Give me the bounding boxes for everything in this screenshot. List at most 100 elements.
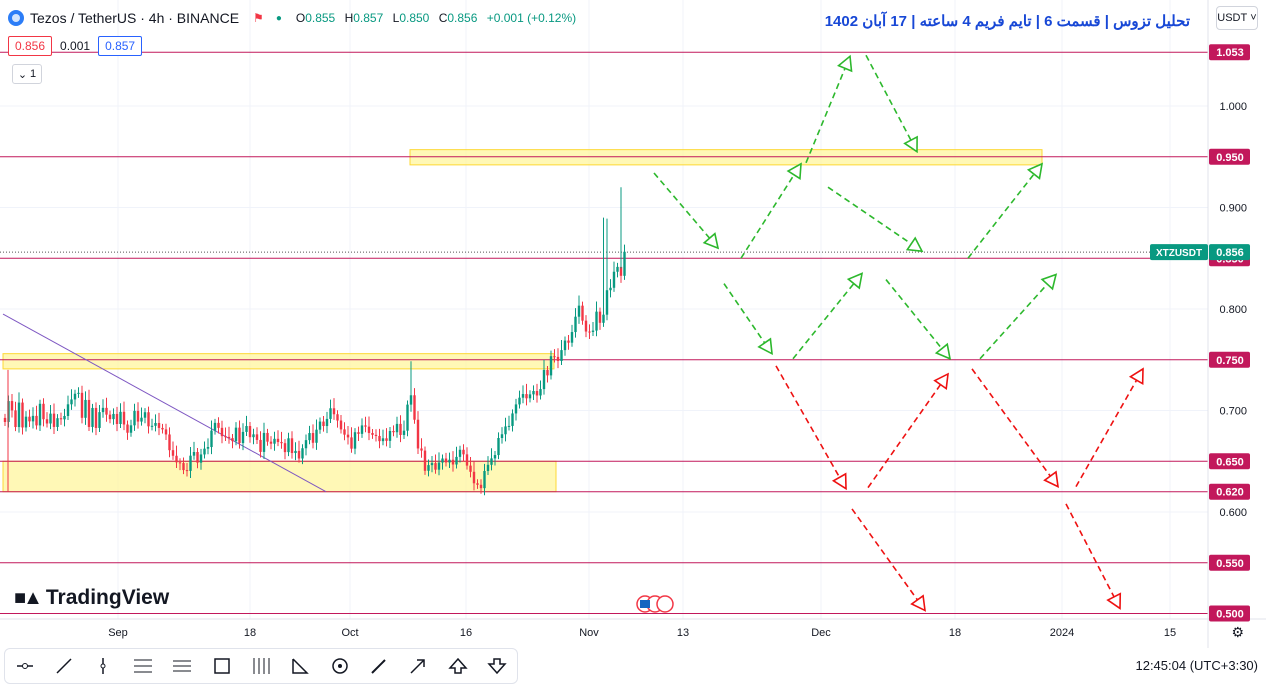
candle-body bbox=[94, 407, 98, 428]
candle-body bbox=[192, 452, 196, 456]
candle-body bbox=[241, 431, 245, 444]
candle-body bbox=[497, 438, 500, 456]
candle-body bbox=[31, 415, 35, 422]
flag-icon[interactable]: ⚑ bbox=[253, 11, 264, 25]
chevron-down-icon: ⌄ bbox=[17, 68, 28, 81]
arrow-icon[interactable] bbox=[405, 653, 431, 679]
candle-body bbox=[378, 435, 381, 442]
vertical-line-icon[interactable] bbox=[90, 653, 116, 679]
candle-body bbox=[59, 418, 63, 420]
candle-body bbox=[87, 399, 91, 427]
symbol-title[interactable]: Tezos / TetherUS · 4h · BINANCE bbox=[30, 10, 240, 26]
candle-body bbox=[259, 439, 262, 452]
candle-body bbox=[483, 470, 486, 489]
candle-body bbox=[619, 266, 623, 276]
candle-body bbox=[353, 432, 357, 449]
candle-body bbox=[252, 434, 255, 438]
candle-body bbox=[182, 463, 185, 471]
bullish-arrow-head bbox=[934, 342, 952, 361]
candle-body bbox=[308, 433, 311, 441]
candle-body bbox=[567, 340, 570, 343]
level-label: 1.053 bbox=[1216, 47, 1244, 59]
candle-body bbox=[150, 425, 154, 427]
candle-body bbox=[427, 465, 430, 471]
x-tick-label: Nov bbox=[579, 627, 599, 639]
candle-body bbox=[357, 432, 360, 434]
candle-body bbox=[465, 454, 469, 466]
bullish-arrow bbox=[979, 273, 1057, 360]
candle-body bbox=[504, 426, 507, 435]
bullish-arrow-head bbox=[702, 232, 720, 250]
candle-body bbox=[28, 416, 31, 422]
candle-body bbox=[157, 422, 161, 428]
candle-body bbox=[80, 392, 84, 418]
candle-body bbox=[49, 413, 52, 424]
candle-body bbox=[360, 425, 364, 434]
candle-body bbox=[38, 403, 42, 426]
long-position-icon[interactable] bbox=[248, 653, 274, 679]
x-tick-label: Sep bbox=[108, 627, 128, 639]
pattern-icon[interactable] bbox=[287, 653, 313, 679]
candle-body bbox=[10, 401, 14, 411]
settings-gear-icon[interactable]: ⚙ bbox=[1231, 624, 1244, 640]
candle-body bbox=[339, 420, 343, 430]
candle-body bbox=[185, 470, 189, 472]
bearish-arrow-head bbox=[1043, 470, 1059, 488]
candle-body bbox=[3, 417, 7, 422]
candle-body bbox=[521, 394, 525, 398]
candle-body bbox=[444, 458, 448, 463]
parallel-channel-icon[interactable] bbox=[169, 653, 195, 679]
candle-body bbox=[350, 437, 353, 449]
tradingview-logo[interactable]: ■▲ TradingView bbox=[14, 586, 170, 609]
candle-body bbox=[336, 414, 339, 421]
high-value: 0.857 bbox=[353, 11, 384, 25]
candle-body bbox=[472, 471, 476, 484]
economic-event-badge[interactable] bbox=[636, 595, 674, 613]
candle-body bbox=[605, 290, 609, 315]
candle-body bbox=[248, 426, 252, 438]
candle-body bbox=[199, 454, 203, 463]
tezos-coin-icon bbox=[8, 10, 24, 26]
candle-body bbox=[224, 436, 227, 438]
arrow-up-icon[interactable] bbox=[445, 653, 471, 679]
currency-button[interactable]: USDT ˅ bbox=[1216, 6, 1258, 30]
candle-body bbox=[581, 305, 584, 321]
support-resistance-zone bbox=[409, 149, 1043, 166]
arrow-down-icon[interactable] bbox=[484, 653, 510, 679]
candle-body bbox=[542, 370, 546, 390]
circle-icon[interactable] bbox=[327, 653, 353, 679]
symbol-header: Tezos / TetherUS · 4h · BINANCE ⚑ ● O0.8… bbox=[8, 6, 582, 30]
candle-body bbox=[486, 464, 490, 471]
candle-body bbox=[458, 449, 462, 457]
cursor-icon[interactable] bbox=[12, 653, 38, 679]
rectangle-icon[interactable] bbox=[209, 653, 235, 679]
brush-icon[interactable] bbox=[366, 653, 392, 679]
candle-body bbox=[112, 413, 115, 420]
candle-body bbox=[255, 434, 259, 440]
candle-body bbox=[45, 419, 49, 424]
indicators-toggle[interactable]: ⌄ 1 bbox=[12, 64, 42, 84]
candle-body bbox=[280, 442, 283, 444]
candle-body bbox=[101, 407, 105, 413]
level-label: 0.950 bbox=[1216, 152, 1244, 164]
sell-button[interactable]: 0.856 bbox=[8, 36, 53, 56]
candle-body bbox=[91, 407, 94, 427]
buy-button[interactable]: 0.857 bbox=[98, 36, 143, 56]
fib-icon[interactable] bbox=[130, 653, 156, 679]
trend-line-icon[interactable] bbox=[51, 653, 77, 679]
candle-body bbox=[143, 412, 147, 418]
bearish-arrow-head bbox=[910, 594, 926, 612]
clock[interactable]: 12:45:04 (UTC+3:30) bbox=[1135, 658, 1258, 673]
candle-body bbox=[115, 413, 119, 424]
last-price-label-bg bbox=[1209, 244, 1250, 261]
candle-body bbox=[154, 422, 157, 426]
bearish-arrow bbox=[971, 368, 1059, 488]
candle-body bbox=[283, 443, 287, 453]
y-tick-label: 0.800 bbox=[1219, 304, 1247, 316]
tradingview-mark-icon: ■▲ bbox=[14, 586, 43, 609]
candle-body bbox=[52, 413, 56, 427]
candle-body bbox=[556, 356, 560, 361]
candle-body bbox=[231, 438, 234, 442]
candle-body bbox=[532, 391, 535, 395]
